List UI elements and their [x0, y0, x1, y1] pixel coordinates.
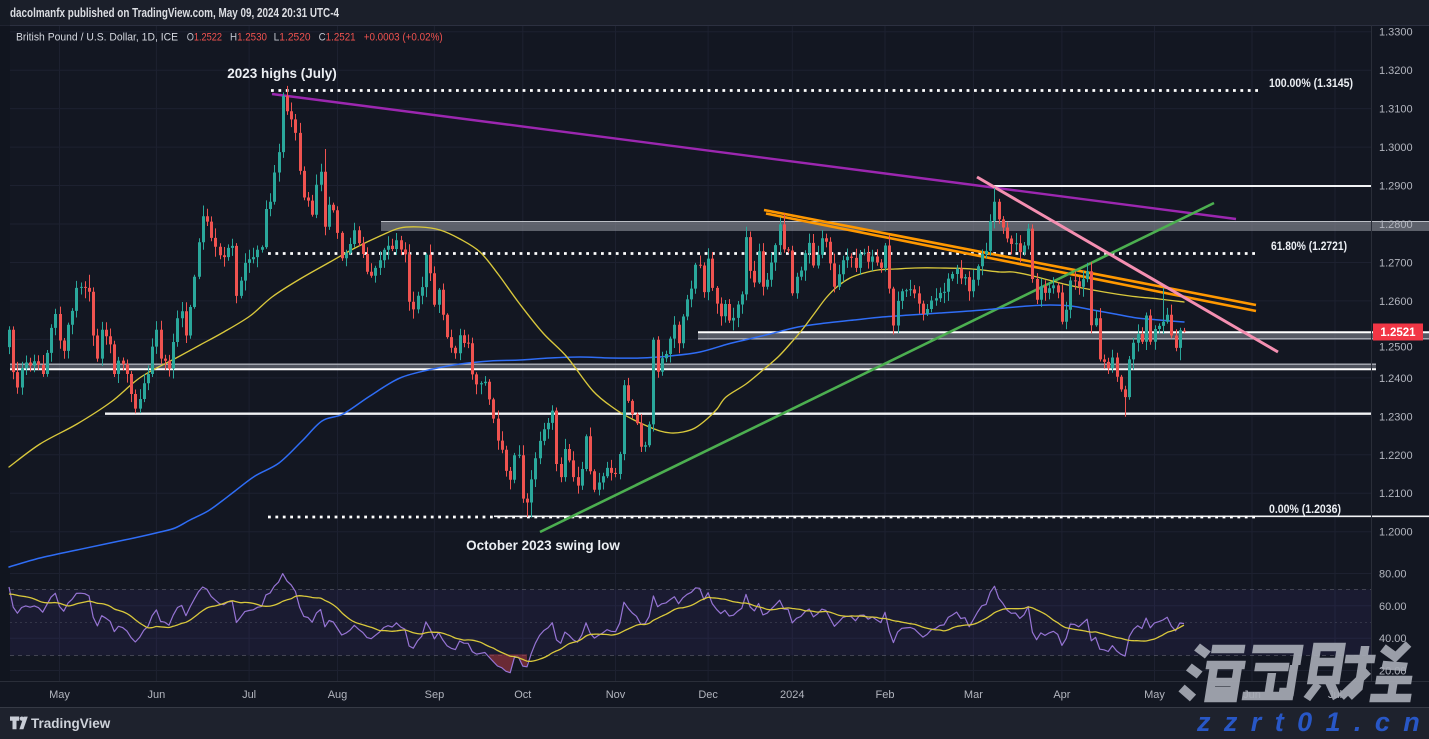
svg-text:40.00: 40.00	[1379, 633, 1407, 645]
svg-text:Aug: Aug	[328, 689, 348, 701]
svg-text:zzrt01.cn: zzrt01.cn	[1196, 707, 1429, 737]
svg-text:1.2100: 1.2100	[1379, 488, 1413, 500]
svg-text:British Pound / U.S. Dollar, 1: British Pound / U.S. Dollar, 1D, ICE	[16, 32, 178, 44]
svg-text:1.2400: 1.2400	[1379, 373, 1413, 385]
svg-text:1.2500: 1.2500	[1379, 342, 1413, 354]
svg-text:1.2000: 1.2000	[1379, 527, 1413, 539]
svg-text:Feb: Feb	[876, 689, 895, 701]
svg-text:1.2900: 1.2900	[1379, 181, 1413, 193]
svg-text:Nov: Nov	[606, 689, 626, 701]
svg-text:100.00% (1.3145): 100.00% (1.3145)	[1269, 78, 1353, 90]
svg-text:+0.0003 (+0.02%): +0.0003 (+0.02%)	[364, 32, 443, 44]
svg-text:O1.2522: O1.2522	[187, 32, 222, 44]
svg-text:TradingView: TradingView	[31, 716, 111, 731]
svg-text:1.2600: 1.2600	[1379, 296, 1413, 308]
svg-text:1.2800: 1.2800	[1379, 219, 1413, 231]
svg-text:Sep: Sep	[425, 689, 445, 701]
svg-text:Jul: Jul	[242, 689, 256, 701]
svg-text:C1.2521: C1.2521	[319, 32, 356, 44]
svg-text:May: May	[1144, 689, 1165, 701]
svg-text:1.2200: 1.2200	[1379, 450, 1413, 462]
svg-text:May: May	[49, 689, 70, 701]
svg-text:1.2521: 1.2521	[1380, 327, 1416, 339]
svg-text:60.00: 60.00	[1379, 601, 1407, 613]
svg-text:October 2023 swing low: October 2023 swing low	[466, 538, 620, 553]
svg-text:1.3100: 1.3100	[1379, 104, 1413, 116]
svg-text:Mar: Mar	[964, 689, 983, 701]
svg-text:Dec: Dec	[698, 689, 718, 701]
svg-text:Apr: Apr	[1053, 689, 1070, 701]
svg-text:1.3000: 1.3000	[1379, 142, 1413, 154]
svg-text:Jun: Jun	[148, 689, 166, 701]
svg-text:1.2300: 1.2300	[1379, 411, 1413, 423]
svg-text:H1.2530: H1.2530	[230, 32, 267, 44]
svg-text:80.00: 80.00	[1379, 569, 1407, 581]
svg-text:1.2700: 1.2700	[1379, 258, 1413, 270]
svg-text:1.3200: 1.3200	[1379, 65, 1413, 77]
svg-text:1.3300: 1.3300	[1379, 27, 1413, 39]
svg-text:2024: 2024	[780, 689, 804, 701]
svg-text:61.80% (1.2721): 61.80% (1.2721)	[1271, 241, 1347, 253]
svg-text:dacolmanfx published on Tradin: dacolmanfx published on TradingView.com,…	[10, 6, 339, 20]
svg-text:Oct: Oct	[514, 689, 531, 701]
svg-text:0.00% (1.2036): 0.00% (1.2036)	[1269, 504, 1341, 516]
svg-text:2023 highs (July): 2023 highs (July)	[227, 66, 337, 81]
svg-text:L1.2520: L1.2520	[274, 32, 311, 44]
